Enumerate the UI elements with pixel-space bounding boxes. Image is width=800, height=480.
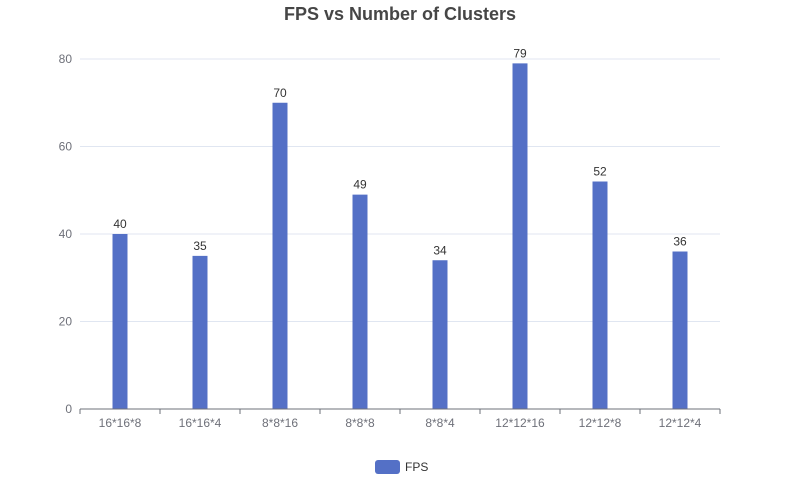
bar-value-label: 79 [513,46,527,60]
bar-value-label: 49 [353,178,367,192]
bar-value-label: 70 [273,86,287,100]
bar-value-label: 35 [193,239,207,253]
y-tick-label: 60 [59,140,73,154]
bar[interactable] [672,251,688,410]
x-tick-label: 8*8*4 [425,416,455,430]
bar[interactable] [192,255,208,409]
legend[interactable]: FPS [375,460,428,474]
y-axis-ticks: 0 20 40 60 80 [59,52,73,416]
x-tick-label: 12*12*4 [659,416,702,430]
bar[interactable] [112,234,128,409]
x-tick-label: 16*16*4 [179,416,222,430]
bar[interactable] [512,63,528,409]
legend-label[interactable]: FPS [405,460,428,474]
bar-value-label: 40 [113,217,127,231]
y-tick-label: 80 [59,52,73,66]
chart-title: FPS vs Number of Clusters [284,4,516,24]
legend-swatch[interactable] [375,460,400,474]
bar[interactable] [592,181,608,410]
bar-value-label: 52 [593,165,607,179]
bar[interactable] [272,102,288,409]
x-tick-label: 8*8*16 [262,416,298,430]
grid-lines [80,58,720,322]
x-tick-label: 12*12*8 [579,416,622,430]
x-tick-label: 12*12*16 [495,416,545,430]
y-tick-label: 40 [59,227,73,241]
y-tick-label: 20 [59,315,73,329]
bar-value-label: 36 [673,235,687,249]
x-tick-label: 16*16*8 [99,416,142,430]
bar[interactable] [432,260,448,409]
bars: 40 35 70 49 34 79 52 36 [112,46,688,410]
x-tick-label: 8*8*8 [345,416,375,430]
y-tick-label: 0 [65,402,72,416]
bar[interactable] [352,194,368,409]
x-axis: 16*16*8 16*16*4 8*8*16 8*8*8 8*8*4 12*12*16 12… [79,408,721,430]
bar-value-label: 34 [433,243,447,257]
